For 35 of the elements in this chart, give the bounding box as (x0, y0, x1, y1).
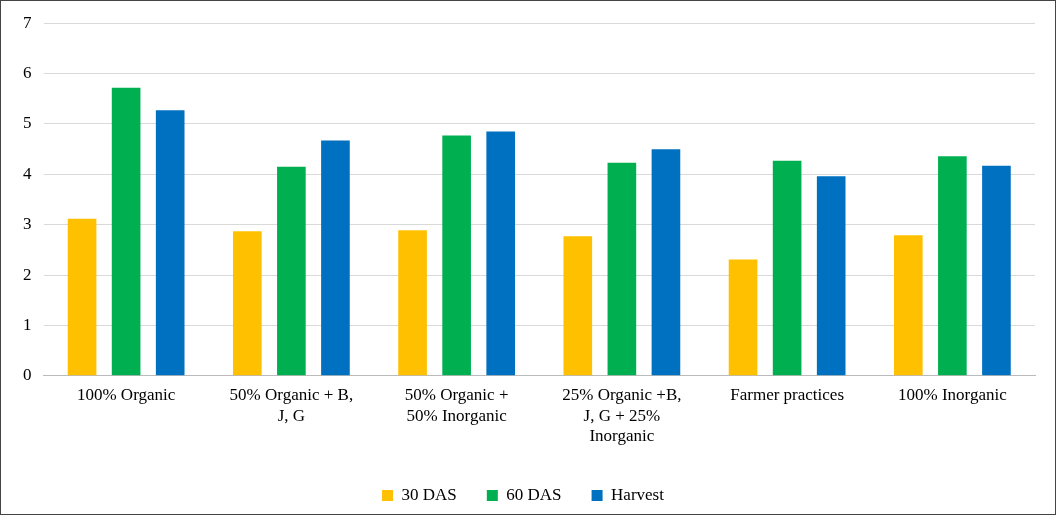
bar (486, 131, 516, 376)
y-tick-label: 3 (23, 214, 32, 234)
x-tick-label: 50% Organic + B, J, G (229, 385, 354, 425)
y-tick-label: 1 (23, 314, 32, 334)
bar (651, 149, 681, 376)
bar (442, 135, 471, 376)
legend-label: Harvest (611, 484, 665, 504)
bar (772, 160, 802, 376)
bar (982, 165, 1011, 376)
bar (938, 156, 967, 376)
x-tick-label: 100% Inorganic (898, 385, 1008, 405)
x-tick-label: 50% Organic + 50% Inorganic (404, 385, 509, 425)
bar (816, 176, 846, 376)
bar (321, 140, 350, 376)
legend-label: 30 DAS (401, 484, 457, 504)
bar (232, 231, 262, 376)
bar (728, 259, 758, 376)
y-tick-label: 5 (23, 113, 32, 133)
y-tick-label: 7 (23, 12, 32, 32)
legend-label: 60 DAS (506, 484, 562, 504)
bar (111, 87, 141, 376)
bar (893, 235, 923, 376)
bar (67, 218, 97, 376)
bar (277, 166, 306, 376)
x-tick-label: 25% Organic +B, J, G + 25% Inorganic (562, 385, 682, 446)
bar (563, 236, 593, 376)
x-tick-label: Farmer practices (730, 385, 844, 405)
bar (607, 162, 637, 376)
x-tick-label: 100% Organic (76, 385, 176, 405)
bar (398, 230, 427, 376)
y-tick-label: 2 (23, 264, 32, 284)
y-tick-label: 0 (23, 365, 32, 385)
y-tick-label: 4 (23, 163, 32, 183)
y-tick-label: 6 (23, 63, 32, 83)
bar (155, 110, 185, 376)
